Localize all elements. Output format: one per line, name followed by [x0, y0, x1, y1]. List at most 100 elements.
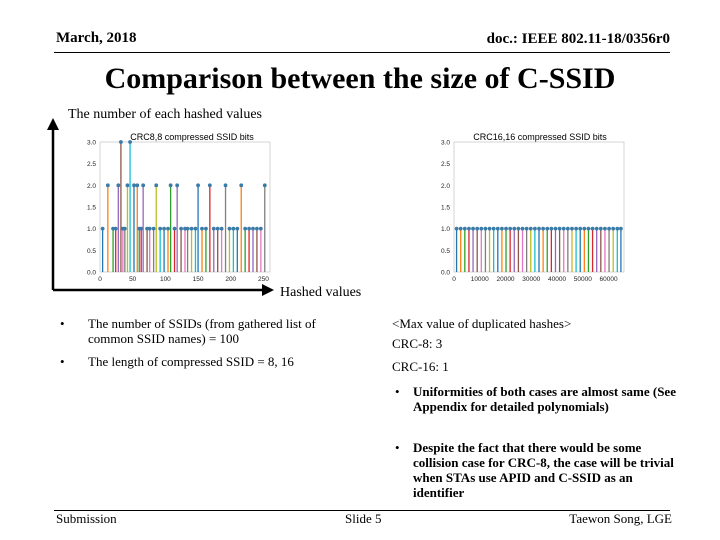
max-dup-heading: <Max value of duplicated hashes> — [392, 316, 572, 331]
stem-marker — [570, 226, 574, 231]
stem-marker — [508, 226, 513, 231]
stem-marker — [611, 226, 616, 231]
x-arrow-head-icon — [262, 284, 274, 296]
stem-marker — [215, 226, 220, 231]
stem-marker — [147, 226, 152, 231]
stem-marker — [125, 183, 130, 188]
stem-marker — [619, 226, 623, 231]
stem-marker — [200, 226, 204, 231]
stem-marker — [487, 226, 492, 231]
stem-marker — [512, 226, 517, 231]
x-tick-label: 10000 — [471, 276, 489, 283]
stem-marker — [113, 226, 118, 231]
x-tick-label: 50 — [129, 276, 137, 283]
stem-marker — [239, 183, 244, 188]
crc8-chart-title: CRC8,8 compressed SSID bits — [130, 132, 254, 142]
y-tick-label: 1.5 — [441, 205, 450, 212]
stem-marker — [172, 226, 177, 231]
stem-marker — [193, 226, 198, 231]
stem-marker — [458, 226, 463, 231]
slide-title: Comparison between the size of C-SSID — [104, 62, 616, 95]
stem-marker — [541, 226, 546, 231]
stem-marker — [175, 183, 180, 188]
crc8-max-value: CRC-8: 3 — [392, 336, 443, 351]
stem-marker — [211, 226, 216, 231]
stem-marker — [145, 226, 149, 231]
stem-marker — [504, 226, 508, 231]
stem-marker — [561, 226, 566, 231]
stem-marker — [185, 226, 190, 231]
crc8-chart: CRC8,8 compressed SSID bits 3.0 2.5 2.0 1.5… — [87, 132, 271, 283]
stem-marker — [227, 226, 232, 231]
stem-marker — [594, 226, 599, 231]
x-tick-label: 150 — [193, 276, 204, 283]
stem-marker — [495, 226, 500, 231]
y-tick-label: 1.0 — [441, 226, 450, 233]
stem-marker — [578, 226, 583, 231]
stem-marker — [615, 226, 620, 231]
y-tick-label: 1.5 — [87, 205, 96, 212]
stem-marker — [223, 183, 228, 188]
stem-marker — [168, 183, 173, 188]
y-tick-label: 2.0 — [441, 183, 450, 190]
left-bullet-2-glyph: • — [60, 354, 65, 369]
stem-marker — [105, 183, 110, 188]
stem-marker — [100, 226, 105, 231]
footer-slide-number: Slide 5 — [345, 511, 382, 526]
stem-marker — [183, 226, 187, 231]
stem-marker — [586, 226, 591, 231]
stem-marker — [607, 226, 611, 231]
left-bullet-1-text: The number of SSIDs (from gathered list … — [88, 316, 316, 346]
stem-marker — [532, 226, 537, 231]
stem-marker — [258, 226, 263, 231]
stem-marker — [154, 183, 159, 188]
y-tick-label: 0.5 — [441, 248, 450, 255]
stem-marker — [491, 226, 496, 231]
left-bullet-2-text: The length of compressed SSID = 8, 16 — [88, 354, 294, 369]
x-tick-label: 200 — [225, 276, 236, 283]
stem-marker — [132, 183, 136, 188]
x-tick-label: 60000 — [600, 276, 618, 283]
stem-marker — [111, 226, 115, 231]
y-axis-label: The number of each hashed values — [68, 107, 262, 122]
y-tick-label: 3.0 — [441, 140, 450, 147]
stem-marker — [119, 140, 123, 144]
stem-marker — [483, 226, 488, 231]
x-tick-label: 50000 — [574, 276, 592, 283]
stem-marker — [247, 226, 251, 231]
stem-marker — [162, 226, 166, 231]
stem-marker — [196, 183, 200, 188]
stem-marker — [151, 226, 156, 231]
y-tick-label: 0.5 — [87, 248, 96, 255]
stem-marker — [179, 226, 183, 231]
stem-marker — [524, 226, 529, 231]
crc16-chart-title: CRC16,16 compressed SSID bits — [473, 132, 607, 142]
footer-divider — [54, 510, 670, 511]
right-bullet-2-glyph: • — [395, 440, 400, 455]
stem-marker — [537, 226, 541, 231]
right-bullet-1-text: Uniformities of both cases are almost sa… — [413, 384, 676, 414]
x-tick-label: 40000 — [548, 276, 566, 283]
x-tick-label: 0 — [452, 276, 456, 283]
y-tick-label: 0.0 — [441, 270, 450, 277]
stem-marker — [135, 183, 140, 188]
stem-marker — [219, 226, 224, 231]
x-tick-label: 30000 — [522, 276, 540, 283]
stem-marker — [479, 226, 484, 231]
stem-marker — [475, 226, 480, 231]
footer-author: Taewon Song, LGE — [569, 511, 672, 526]
stem-marker — [467, 226, 471, 231]
stem-marker — [549, 226, 554, 231]
stem-marker — [231, 226, 236, 231]
header-divider — [54, 52, 670, 53]
stem-marker — [565, 226, 570, 231]
y-tick-label: 2.5 — [87, 161, 96, 168]
stem-marker — [122, 226, 127, 231]
stem-marker — [500, 226, 504, 231]
x-tick-label: 20000 — [496, 276, 514, 283]
stem-marker — [141, 183, 146, 188]
stem-marker — [166, 226, 170, 231]
stem-marker — [462, 226, 467, 231]
stem-marker — [574, 226, 578, 231]
